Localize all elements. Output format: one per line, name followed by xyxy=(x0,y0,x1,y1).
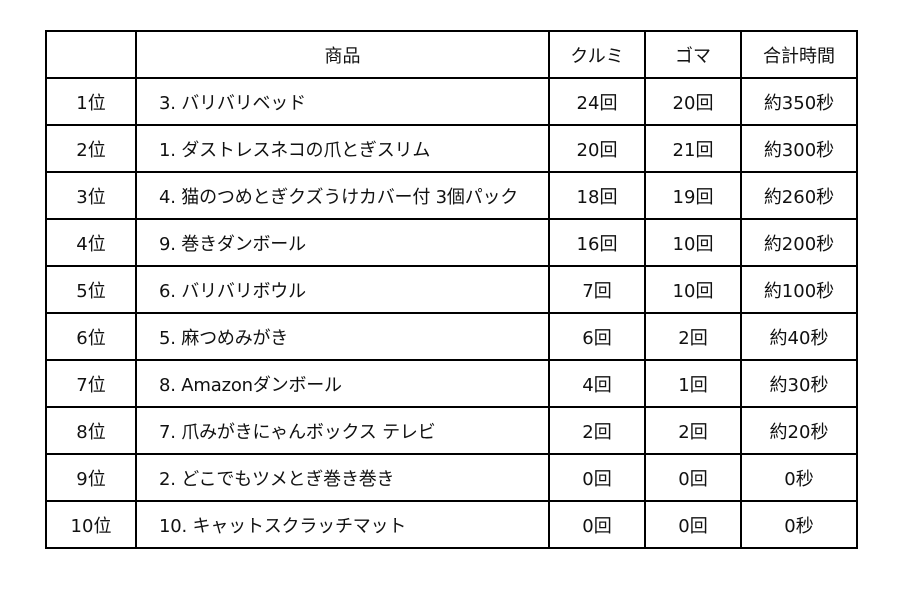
total-time-cell: 約260秒 xyxy=(740,171,858,220)
goma-count-cell: 20回 xyxy=(644,77,742,126)
table-row: 2位 1. ダストレスネコの爪とぎスリム 20回 21回 約300秒 xyxy=(45,124,858,173)
product-cell: 6. バリバリボウル xyxy=(135,265,550,314)
ranking-body: 1位 3. バリバリベッド 24回 20回 約350秒 2位 1. ダストレスネ… xyxy=(45,77,858,549)
kurumi-count-cell: 20回 xyxy=(548,124,646,173)
goma-count-cell: 2回 xyxy=(644,406,742,455)
goma-count-cell: 10回 xyxy=(644,218,742,267)
total-time-cell: 約350秒 xyxy=(740,77,858,126)
total-time-cell: 約300秒 xyxy=(740,124,858,173)
total-time-cell: 約100秒 xyxy=(740,265,858,314)
kurumi-count-cell: 16回 xyxy=(548,218,646,267)
product-cell: 2. どこでもツメとぎ巻き巻き xyxy=(135,453,550,502)
table-row: 4位 9. 巻きダンボール 16回 10回 約200秒 xyxy=(45,218,858,267)
kurumi-count-cell: 0回 xyxy=(548,453,646,502)
rank-header xyxy=(45,30,137,79)
kurumi-count-cell: 0回 xyxy=(548,500,646,549)
kurumi-count-cell: 4回 xyxy=(548,359,646,408)
product-cell: 7. 爪みがきにゃんボックス テレビ xyxy=(135,406,550,455)
table-row: 9位 2. どこでもツメとぎ巻き巻き 0回 0回 0秒 xyxy=(45,453,858,502)
table-row: 7位 8. Amazonダンボール 4回 1回 約30秒 xyxy=(45,359,858,408)
rank-cell: 1位 xyxy=(45,77,137,126)
total-time-cell: 0秒 xyxy=(740,453,858,502)
goma-count-cell: 1回 xyxy=(644,359,742,408)
kurumi-count-cell: 24回 xyxy=(548,77,646,126)
kurumi-count-cell: 18回 xyxy=(548,171,646,220)
goma-count-cell: 2回 xyxy=(644,312,742,361)
rank-cell: 4位 xyxy=(45,218,137,267)
product-cell: 4. 猫のつめとぎクズうけカバー付 3個パック xyxy=(135,171,550,220)
goma-count-cell: 19回 xyxy=(644,171,742,220)
goma-count-cell: 21回 xyxy=(644,124,742,173)
rank-cell: 10位 xyxy=(45,500,137,549)
table-row: 3位 4. 猫のつめとぎクズうけカバー付 3個パック 18回 19回 約260秒 xyxy=(45,171,858,220)
total-time-cell: 約40秒 xyxy=(740,312,858,361)
goma-header: ゴマ xyxy=(644,30,742,79)
kurumi-count-cell: 7回 xyxy=(548,265,646,314)
goma-count-cell: 0回 xyxy=(644,453,742,502)
rank-cell: 2位 xyxy=(45,124,137,173)
goma-count-cell: 10回 xyxy=(644,265,742,314)
total-time-header: 合計時間 xyxy=(740,30,858,79)
goma-count-cell: 0回 xyxy=(644,500,742,549)
kurumi-count-cell: 2回 xyxy=(548,406,646,455)
product-cell: 8. Amazonダンボール xyxy=(135,359,550,408)
table-row: 10位 10. キャットスクラッチマット 0回 0回 0秒 xyxy=(45,500,858,549)
table-row: 1位 3. バリバリベッド 24回 20回 約350秒 xyxy=(45,77,858,126)
total-time-cell: 約200秒 xyxy=(740,218,858,267)
rank-cell: 7位 xyxy=(45,359,137,408)
product-header: 商品 xyxy=(135,30,550,79)
product-cell: 10. キャットスクラッチマット xyxy=(135,500,550,549)
rank-cell: 6位 xyxy=(45,312,137,361)
total-time-cell: 0秒 xyxy=(740,500,858,549)
rank-cell: 5位 xyxy=(45,265,137,314)
table-row: 6位 5. 麻つめみがき 6回 2回 約40秒 xyxy=(45,312,858,361)
table-row: 5位 6. バリバリボウル 7回 10回 約100秒 xyxy=(45,265,858,314)
product-cell: 9. 巻きダンボール xyxy=(135,218,550,267)
rank-cell: 3位 xyxy=(45,171,137,220)
product-cell: 3. バリバリベッド xyxy=(135,77,550,126)
ranking-table: 商品 クルミ ゴマ 合計時間 1位 3. バリバリベッド 24回 20回 約35… xyxy=(45,30,858,549)
product-cell: 5. 麻つめみがき xyxy=(135,312,550,361)
total-time-cell: 約30秒 xyxy=(740,359,858,408)
kurumi-count-cell: 6回 xyxy=(548,312,646,361)
header-row: 商品 クルミ ゴマ 合計時間 xyxy=(45,30,858,79)
total-time-cell: 約20秒 xyxy=(740,406,858,455)
kurumi-header: クルミ xyxy=(548,30,646,79)
rank-cell: 9位 xyxy=(45,453,137,502)
product-cell: 1. ダストレスネコの爪とぎスリム xyxy=(135,124,550,173)
table-row: 8位 7. 爪みがきにゃんボックス テレビ 2回 2回 約20秒 xyxy=(45,406,858,455)
rank-cell: 8位 xyxy=(45,406,137,455)
